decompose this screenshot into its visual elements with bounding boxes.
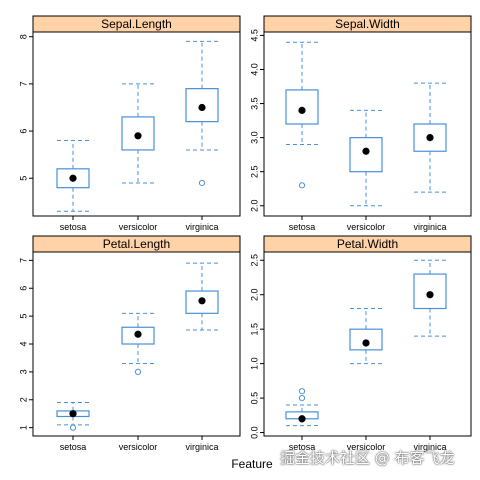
box-versicolor bbox=[121, 83, 155, 184]
x-axis-label: Feature bbox=[231, 457, 273, 471]
outlier-point bbox=[69, 424, 77, 431]
y-tick-label: 1.0 bbox=[249, 357, 259, 370]
box-versicolor bbox=[121, 312, 155, 375]
panel-sepal-length: Sepal.Length 5 6 7 8 setosa versicolor virginic… bbox=[18, 15, 241, 232]
y-tick-label: 5 bbox=[18, 314, 28, 319]
box-virginica bbox=[413, 82, 447, 193]
median-dot bbox=[134, 132, 142, 140]
y-tick-label: 6 bbox=[18, 129, 28, 134]
y-tick-label: 7 bbox=[18, 81, 28, 86]
outlier-point bbox=[298, 182, 306, 189]
box-versicolor bbox=[349, 109, 383, 207]
outlier-point bbox=[134, 368, 142, 375]
box-versicolor bbox=[349, 308, 383, 365]
outlier-point bbox=[298, 388, 306, 395]
panel-petal-length: Petal.Length 1 2 3 4 5 6 7 setosa versicolor virgi… bbox=[18, 235, 241, 452]
panel-frame bbox=[263, 251, 472, 437]
x-tick-label: setosa bbox=[289, 442, 316, 452]
median-dot bbox=[362, 147, 370, 155]
y-tick-label: 4.0 bbox=[249, 63, 259, 76]
x-tick-label: virginica bbox=[413, 442, 446, 452]
y-tick-label: 2.5 bbox=[249, 254, 259, 267]
y-tick-label: 8 bbox=[18, 34, 28, 39]
panel-frame bbox=[263, 31, 472, 217]
x-tick-label: setosa bbox=[60, 222, 87, 232]
y-tick-label: 1.5 bbox=[249, 323, 259, 336]
y-tick-label: 5 bbox=[18, 176, 28, 181]
y-tick-label: 3.5 bbox=[249, 97, 259, 110]
panel-frame bbox=[32, 31, 241, 217]
x-tick-label: virginica bbox=[185, 442, 218, 452]
y-tick-label: 4.5 bbox=[249, 29, 259, 42]
y-tick-label: 2.0 bbox=[249, 200, 259, 213]
x-tick-label: versicolor bbox=[347, 222, 386, 232]
median-dot bbox=[69, 174, 77, 182]
x-tick-label: virginica bbox=[413, 222, 446, 232]
panel-petal-width: Petal.Width 0.0 0.5 1.0 1.5 2.0 2.5 setosa versi… bbox=[249, 235, 472, 452]
x-tick-label: versicolor bbox=[119, 442, 158, 452]
box-setosa bbox=[285, 388, 319, 427]
median-dot bbox=[198, 297, 206, 305]
outlier-point bbox=[198, 179, 206, 187]
x-tick-label: setosa bbox=[60, 442, 87, 452]
panel-title: Petal.Width bbox=[337, 237, 398, 251]
panel-title: Sepal.Length bbox=[101, 17, 172, 31]
y-tick-label: 2.0 bbox=[249, 288, 259, 301]
median-dot bbox=[69, 410, 77, 418]
y-tick-label: 2 bbox=[18, 397, 28, 402]
x-tick-label: setosa bbox=[289, 222, 316, 232]
y-tick-label: 2.5 bbox=[249, 165, 259, 178]
box-setosa bbox=[56, 140, 90, 212]
median-dot bbox=[134, 330, 142, 338]
box-setosa bbox=[285, 41, 319, 189]
x-tick-label: versicolor bbox=[347, 442, 386, 452]
box-virginica bbox=[185, 40, 219, 187]
y-tick-label: 0.0 bbox=[249, 426, 259, 439]
y-tick-label: 0.5 bbox=[249, 392, 259, 405]
x-tick-label: virginica bbox=[185, 222, 218, 232]
y-tick-label: 1 bbox=[18, 425, 28, 430]
y-tick-label: 7 bbox=[18, 258, 28, 263]
median-dot bbox=[362, 339, 370, 347]
median-dot bbox=[426, 291, 434, 299]
y-tick-label: 3 bbox=[18, 369, 28, 374]
y-tick-label: 6 bbox=[18, 286, 28, 291]
panel-title: Petal.Length bbox=[103, 237, 170, 251]
panel-sepal-width: Sepal.Width 2.0 2.5 3.0 3.5 4.0 4.5 setosa versi… bbox=[249, 15, 472, 232]
outlier-point bbox=[298, 394, 306, 402]
x-tick-label: versicolor bbox=[119, 222, 158, 232]
box-virginica bbox=[185, 262, 219, 331]
box-virginica bbox=[413, 259, 447, 337]
median-dot bbox=[298, 415, 306, 423]
median-dot bbox=[426, 134, 434, 142]
box-setosa bbox=[56, 402, 90, 431]
watermark: 掘金技术社区 @ 布客飞龙 bbox=[280, 449, 455, 467]
median-dot bbox=[198, 103, 206, 112]
panel-title: Sepal.Width bbox=[335, 17, 400, 31]
y-tick-label: 4 bbox=[18, 341, 28, 346]
median-dot bbox=[298, 106, 306, 114]
y-tick-label: 3.0 bbox=[249, 131, 259, 144]
